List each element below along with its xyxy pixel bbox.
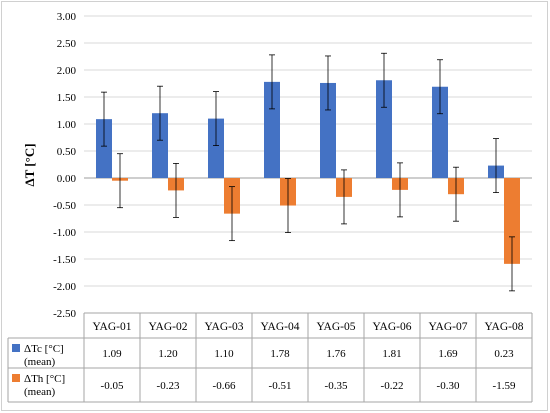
legend-label: ΔTh [°C] (24, 373, 65, 385)
x-tick-label: YAG-01 (93, 321, 132, 333)
gridlines (84, 15, 532, 314)
bar (208, 118, 224, 178)
data-label: -1.59 (493, 380, 516, 392)
error-bars-layer (101, 52, 515, 292)
y-tick-label: 0.00 (57, 173, 77, 185)
bar (376, 80, 392, 178)
x-tick-label: YAG-06 (373, 321, 412, 333)
data-table: YAG-01 YAG-02 YAG-03 YAG-04 YAG-05 YAG-06 YAG-… (7, 312, 533, 403)
data-label: -0.35 (325, 380, 348, 392)
data-label: 1.20 (158, 348, 178, 360)
data-label: -0.30 (437, 380, 460, 392)
legend-label-sub: (mean) (24, 386, 55, 398)
x-tick-label: YAG-03 (205, 321, 244, 333)
data-label: -0.22 (381, 380, 404, 392)
bar (432, 86, 448, 178)
data-label: 1.78 (270, 348, 290, 360)
y-tick-label: -0.50 (53, 200, 76, 212)
y-axis-label: ΔT [°C] (22, 143, 37, 186)
data-label: 1.69 (438, 348, 458, 360)
bars-layer (96, 80, 520, 264)
bar (320, 82, 336, 178)
bar (264, 81, 280, 178)
legend-label: ΔTc [°C] (24, 343, 64, 355)
bar (152, 113, 168, 178)
y-tick-label: -2.00 (53, 281, 76, 293)
x-tick-label: YAG-08 (485, 321, 524, 333)
data-label: 0.23 (494, 348, 514, 360)
y-tick-label: 2.50 (57, 38, 77, 50)
x-tick-label: YAG-05 (317, 321, 356, 333)
legend-label-sub: (mean) (24, 356, 55, 368)
legend-swatch (12, 374, 20, 382)
y-tick-label: -1.00 (53, 227, 76, 239)
data-label: 1.09 (102, 348, 122, 360)
y-tick-label: 1.00 (57, 119, 77, 131)
data-label: 1.10 (214, 348, 234, 360)
data-label: -0.66 (213, 380, 236, 392)
x-tick-label: YAG-07 (429, 321, 468, 333)
y-tick-label: 0.50 (57, 146, 77, 158)
y-tick-label: 2.00 (57, 65, 77, 77)
bar (96, 119, 112, 178)
data-label: -0.05 (101, 380, 124, 392)
y-tick-label: 3.00 (57, 11, 77, 23)
data-label: -0.23 (157, 380, 180, 392)
y-axis: -2.50 -2.00 -1.50 -1.00 -0.50 0.00 0.50 1.00 1.5… (53, 11, 76, 320)
x-tick-label: YAG-04 (261, 321, 300, 333)
y-tick-label: -1.50 (53, 254, 76, 266)
data-label: 1.81 (382, 348, 401, 360)
x-tick-label: YAG-02 (149, 321, 188, 333)
legend-swatch (12, 344, 20, 352)
data-label: 1.76 (326, 348, 346, 360)
y-tick-label: -2.50 (53, 308, 76, 320)
data-label: -0.51 (269, 380, 292, 392)
y-tick-label: 1.50 (57, 92, 77, 104)
bar (504, 178, 520, 264)
